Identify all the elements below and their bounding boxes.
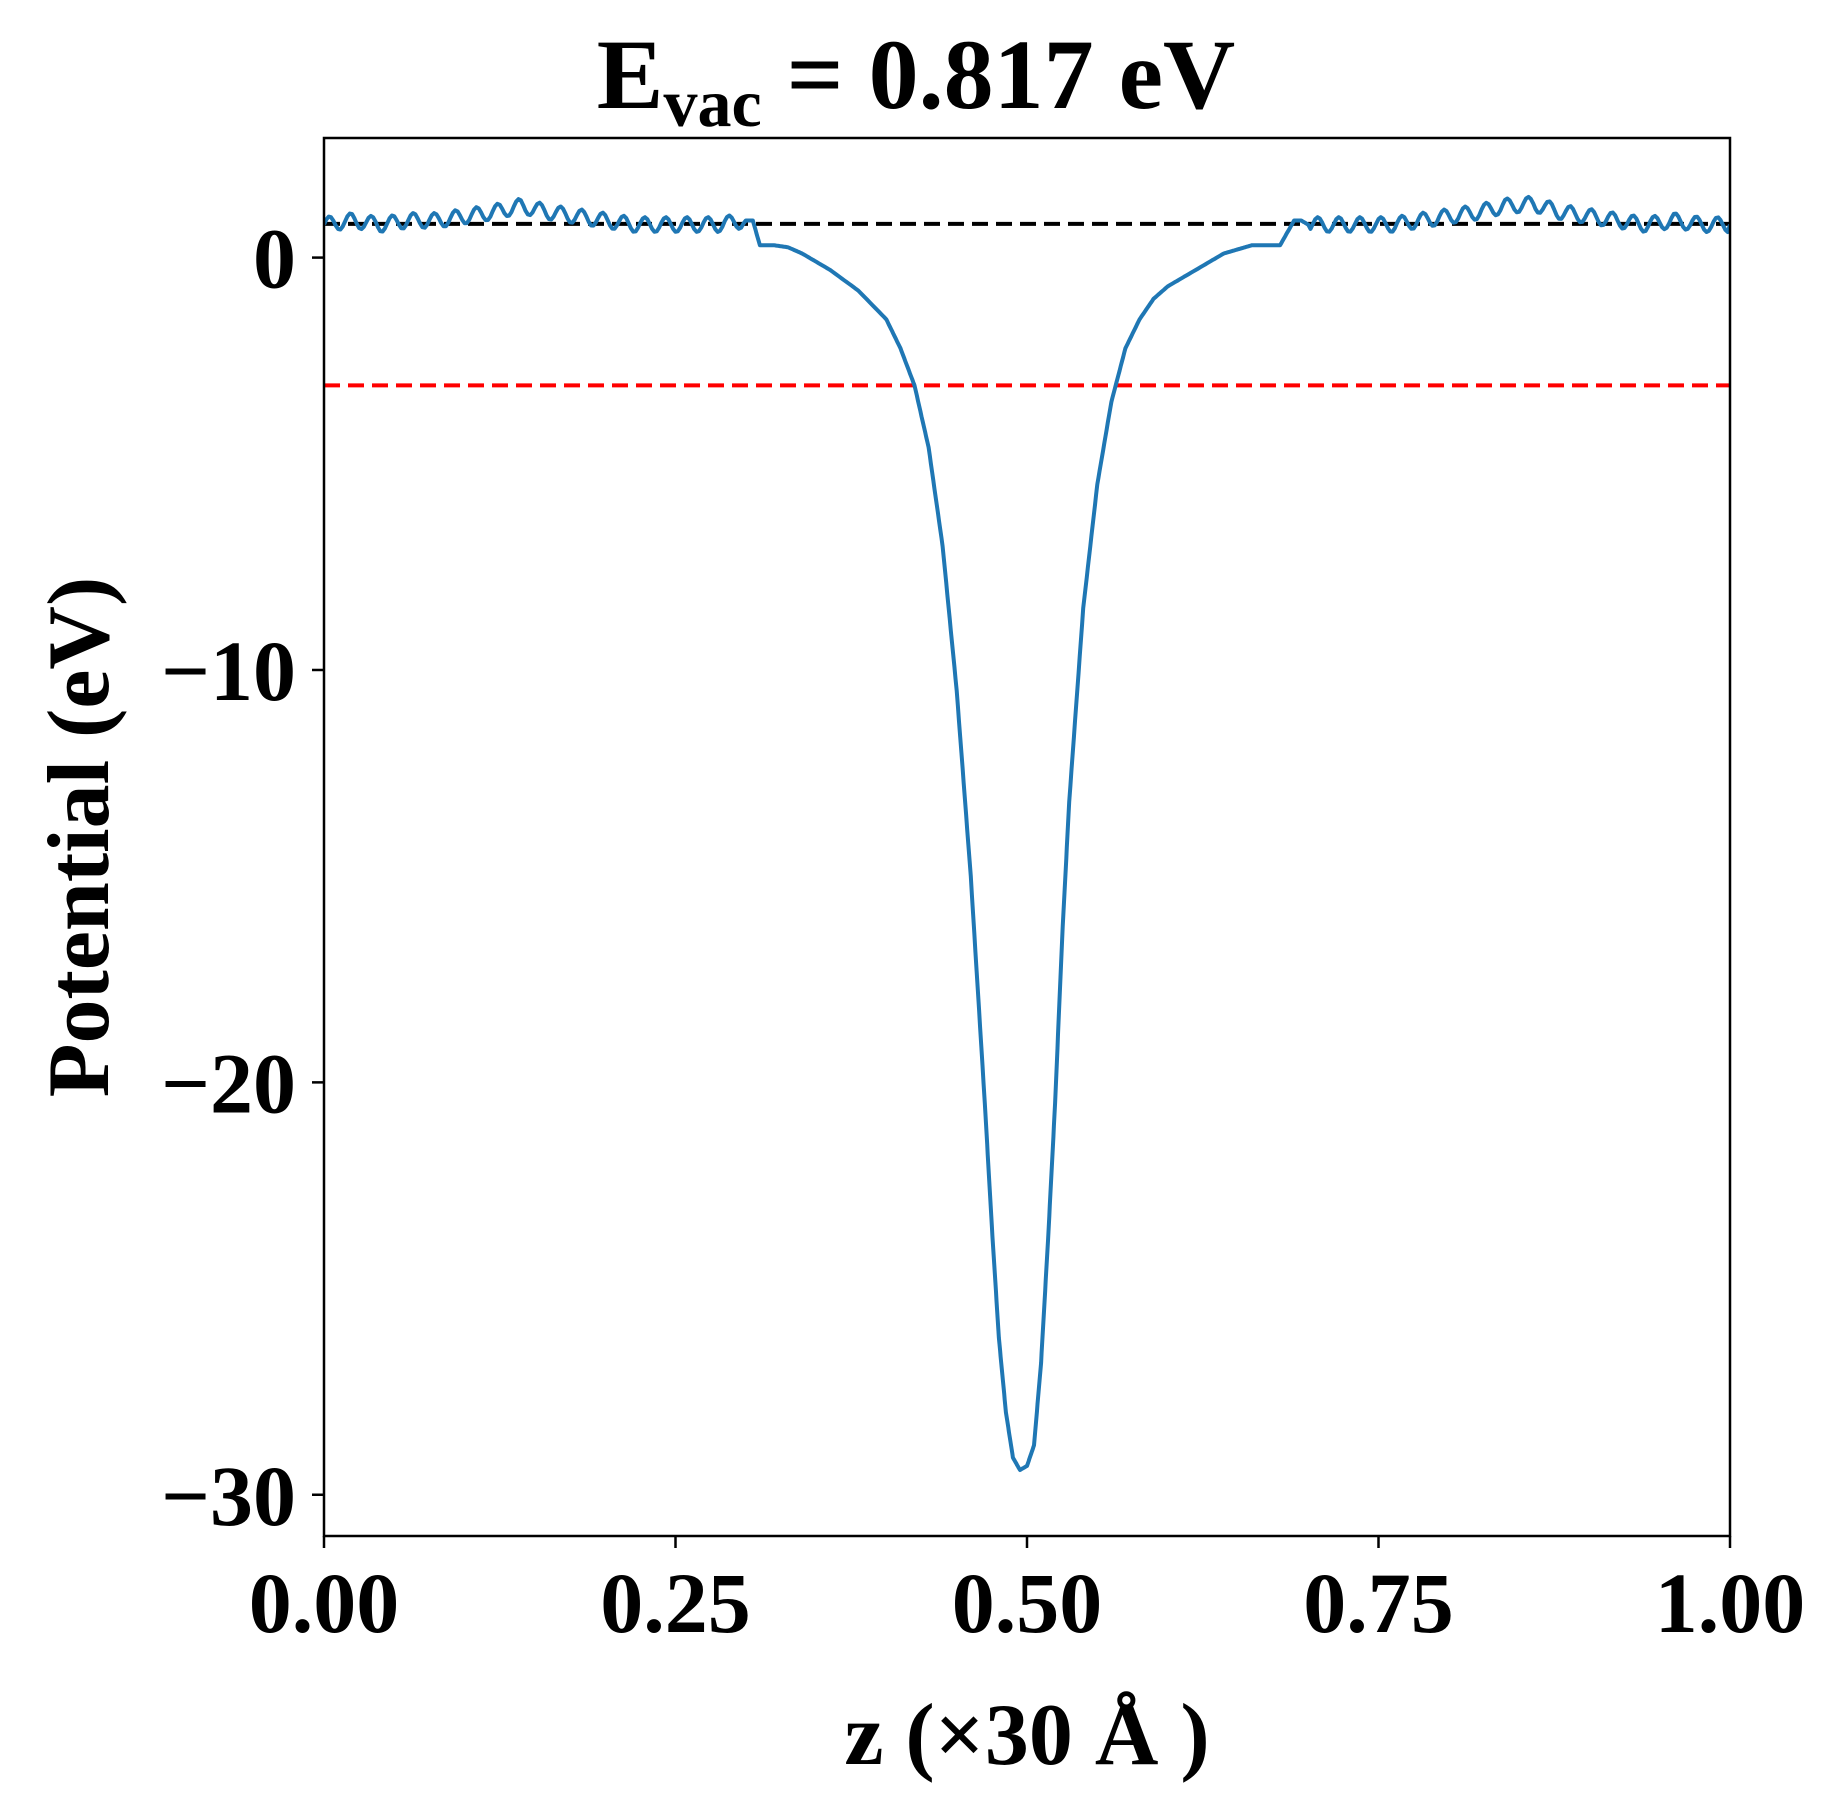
- y-tick-label: −10: [161, 623, 296, 719]
- y-axis-ticks: 0 −10 −20 −30: [161, 211, 324, 1544]
- x-tick-label: 0.50: [952, 1555, 1103, 1651]
- plot-area-frame: [322, 136, 1732, 1538]
- reference-lines: [324, 221, 1730, 388]
- series-line: [324, 194, 1730, 1472]
- y-tick-label: −30: [161, 1448, 296, 1544]
- title-main: E: [597, 19, 664, 130]
- x-tick-label: 0.25: [600, 1555, 751, 1651]
- y-tick-label: −20: [161, 1035, 296, 1131]
- x-axis-label: z (×30 Å ): [844, 1687, 1209, 1784]
- y-tick-label: 0: [253, 211, 296, 307]
- title-subscript: vac: [663, 65, 761, 141]
- y-axis-label: Potential (eV): [31, 577, 128, 1097]
- x-axis-ticks: 0.00 0.25 0.50 0.75 1.00: [249, 1536, 1806, 1651]
- x-tick-label: 0.00: [249, 1555, 400, 1651]
- chart-title: Evac = 0.817 eV: [597, 19, 1235, 141]
- x-tick-label: 0.75: [1303, 1555, 1454, 1651]
- title-rest: = 0.817 eV: [762, 19, 1236, 130]
- x-tick-label: 1.00: [1655, 1555, 1806, 1651]
